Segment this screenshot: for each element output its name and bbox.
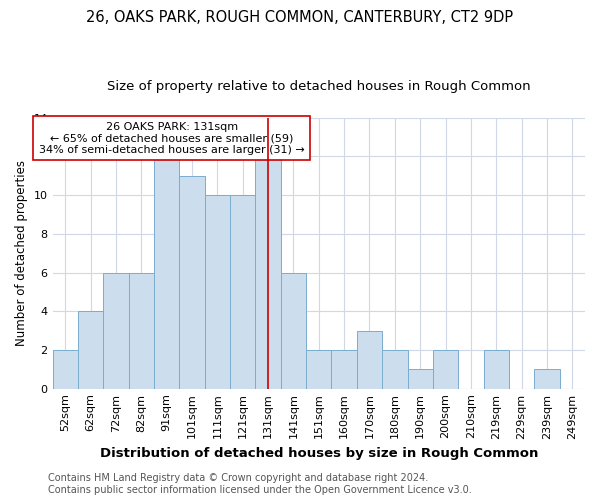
Bar bbox=[230, 195, 256, 388]
Bar bbox=[331, 350, 357, 389]
Text: 26, OAKS PARK, ROUGH COMMON, CANTERBURY, CT2 9DP: 26, OAKS PARK, ROUGH COMMON, CANTERBURY,… bbox=[86, 10, 514, 25]
Bar bbox=[53, 350, 78, 389]
Text: Contains HM Land Registry data © Crown copyright and database right 2024.
Contai: Contains HM Land Registry data © Crown c… bbox=[48, 474, 472, 495]
Bar bbox=[179, 176, 205, 388]
Bar bbox=[78, 312, 103, 388]
X-axis label: Distribution of detached houses by size in Rough Common: Distribution of detached houses by size … bbox=[100, 447, 538, 460]
Title: Size of property relative to detached houses in Rough Common: Size of property relative to detached ho… bbox=[107, 80, 530, 93]
Bar bbox=[534, 370, 560, 388]
Bar bbox=[281, 272, 306, 388]
Bar bbox=[306, 350, 331, 389]
Bar bbox=[103, 272, 128, 388]
Bar bbox=[484, 350, 509, 389]
Text: 26 OAKS PARK: 131sqm
← 65% of detached houses are smaller (59)
34% of semi-detac: 26 OAKS PARK: 131sqm ← 65% of detached h… bbox=[39, 122, 305, 155]
Bar bbox=[256, 156, 281, 388]
Bar bbox=[382, 350, 407, 389]
Bar bbox=[205, 195, 230, 388]
Bar bbox=[357, 330, 382, 388]
Bar bbox=[128, 272, 154, 388]
Bar bbox=[407, 370, 433, 388]
Bar bbox=[154, 156, 179, 388]
Y-axis label: Number of detached properties: Number of detached properties bbox=[15, 160, 28, 346]
Bar bbox=[433, 350, 458, 389]
